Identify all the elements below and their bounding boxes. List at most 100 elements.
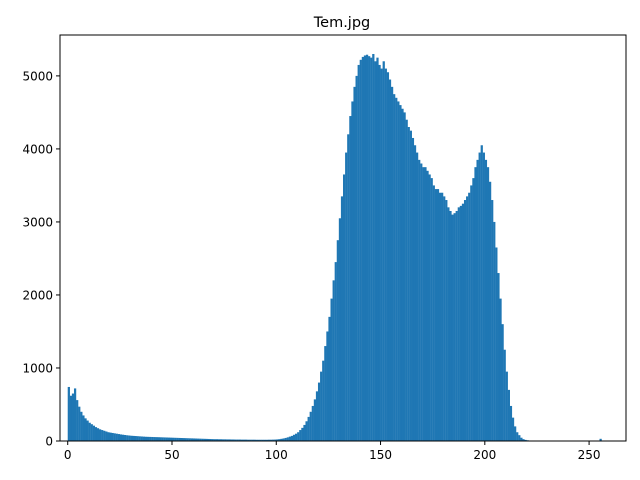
histogram-bar (305, 421, 308, 441)
histogram-bar (388, 79, 392, 441)
histogram-bar (443, 196, 446, 441)
histogram-bar (149, 436, 152, 441)
histogram-bar (99, 429, 102, 441)
histogram-bar (263, 439, 266, 441)
histogram-bar (397, 101, 400, 441)
histogram-bar (507, 389, 510, 441)
histogram-bar (330, 298, 333, 441)
histogram-bar (311, 405, 314, 441)
histogram-bar (174, 437, 177, 441)
histogram-bar (153, 437, 156, 441)
histogram-bar (472, 178, 475, 441)
histogram-bar (282, 438, 285, 441)
histogram-bar (84, 418, 87, 441)
histogram-bar (488, 181, 492, 441)
histogram-bar (261, 439, 264, 441)
histogram-bar (292, 434, 296, 441)
histogram-bar (232, 439, 235, 441)
histogram-bar (290, 435, 294, 441)
histogram-bar (390, 86, 394, 441)
histogram-bar (209, 439, 212, 441)
histogram-bar (497, 273, 500, 441)
histogram-bar (522, 439, 525, 441)
histogram-bar (217, 439, 221, 441)
histogram-bar (161, 437, 164, 441)
histogram-bar (430, 178, 433, 441)
histogram-bar (301, 427, 304, 441)
histogram-bar (484, 159, 488, 441)
histogram-bar (455, 210, 458, 441)
histogram-bar (432, 185, 435, 441)
histogram-bar (422, 167, 425, 442)
plot-frame (59, 34, 627, 442)
histogram-bar (349, 116, 352, 442)
histogram-bar (436, 189, 440, 441)
histogram-bar (234, 439, 237, 441)
histogram-bar (453, 213, 456, 441)
histogram-bar (428, 174, 431, 441)
histogram-bar (171, 437, 175, 441)
histogram-bar (495, 247, 498, 441)
histogram-bar (184, 438, 187, 441)
histogram-bar (374, 61, 377, 441)
histogram-bar (259, 439, 262, 441)
histogram-bar (434, 189, 437, 441)
histogram-bar (119, 434, 123, 441)
histogram-bar (514, 426, 517, 441)
histogram-bar (94, 427, 98, 441)
histogram-bar (299, 430, 302, 441)
histogram-bar (457, 207, 460, 441)
histogram-bar (486, 167, 490, 442)
histogram-bar (201, 438, 204, 441)
histogram-bar (182, 438, 185, 441)
histogram-bar (88, 422, 91, 441)
histogram-bar (376, 57, 379, 441)
histogram-bar (505, 371, 508, 441)
histogram-bar (244, 439, 248, 441)
histogram-bar (90, 424, 93, 441)
histogram-bar (280, 438, 283, 441)
histogram-bar (336, 240, 339, 441)
histogram-bar (126, 435, 129, 441)
histogram-bar (445, 200, 448, 441)
histogram-bar (194, 438, 198, 441)
histogram-bar (424, 167, 427, 442)
histogram-bar (207, 438, 210, 441)
histogram-bar (353, 86, 356, 441)
histogram-bar (197, 438, 200, 441)
histogram-bar (365, 54, 369, 441)
histogram-bar (132, 435, 135, 441)
histogram-bar (265, 439, 269, 441)
histogram-bar (463, 200, 467, 441)
histogram-bar (169, 437, 173, 441)
histogram-bar (322, 360, 325, 441)
histogram-bar (466, 196, 469, 441)
histogram-bar (219, 439, 223, 441)
histogram-bar (157, 437, 160, 441)
histogram-bar (470, 185, 473, 441)
histogram-bar (228, 439, 231, 441)
histogram-bar (288, 436, 292, 441)
histogram-bar (270, 439, 273, 441)
histogram-bar (257, 439, 260, 441)
histogram-bar (420, 163, 423, 441)
histogram-bar (474, 167, 477, 442)
histogram-bar (449, 210, 452, 441)
histogram-bar (82, 415, 85, 441)
histogram-bar (297, 432, 300, 441)
y-tick-label: 0 (45, 435, 53, 449)
histogram-bar (105, 431, 108, 441)
histogram-bar (343, 174, 346, 441)
histogram-bar (113, 433, 116, 441)
histogram-bar (238, 439, 241, 441)
histogram-bar (334, 262, 337, 441)
histogram-bar (491, 200, 494, 441)
histogram-bar (151, 436, 154, 441)
histogram-bar (230, 439, 233, 441)
histogram-bar (395, 97, 398, 442)
histogram-bar (107, 432, 110, 441)
histogram-bar (213, 439, 216, 441)
histogram-bar (272, 439, 275, 441)
histogram-bar (516, 432, 519, 441)
